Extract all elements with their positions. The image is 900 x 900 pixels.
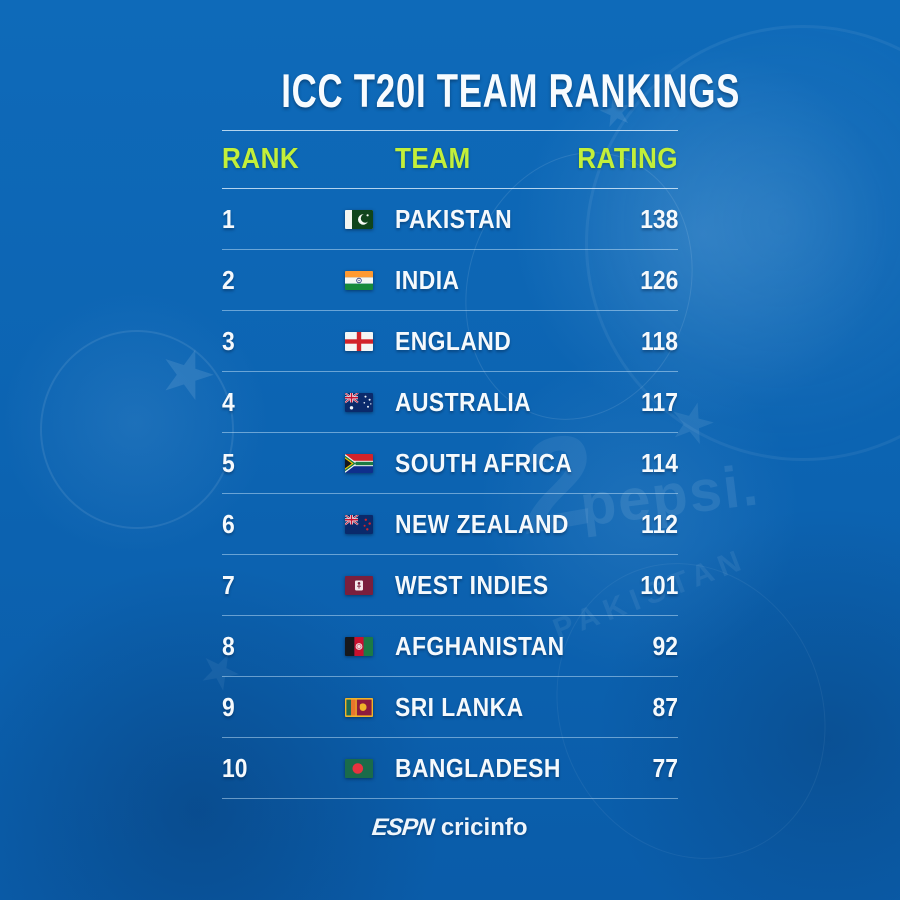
team-name: PAKISTAN <box>395 203 513 234</box>
rating-value: 87 <box>652 691 678 722</box>
rank-cell: 7 <box>222 569 235 600</box>
column-header-team: TEAM <box>395 143 471 175</box>
helmet-silhouette-left-icon <box>40 330 234 529</box>
team-name: AFGHANISTAN <box>395 630 565 661</box>
team-name: ENGLAND <box>395 325 512 356</box>
rank-cell: 6 <box>222 508 235 539</box>
table-row: 4 AUSTRALIA 117 <box>222 372 678 433</box>
table-row: 7 WEST INDIES 101 <box>222 555 678 616</box>
rating-value: 126 <box>639 264 678 295</box>
table-row: 2 INDIA 126 <box>222 250 678 311</box>
table-row: 9 SRI LANKA 87 <box>222 677 678 738</box>
table-row: 6 NEW ZEALAND 112 <box>222 494 678 555</box>
table-body: 1 PAKISTAN 138 2 INDIA 126 3 ENGLAND 118… <box>222 189 678 799</box>
rating-value: 114 <box>641 447 678 478</box>
rankings-panel: ICC T20I TEAM RANKINGS RANK TEAM RATING … <box>222 52 741 799</box>
west-indies-flag-icon <box>345 575 373 595</box>
team-name: NEW ZEALAND <box>395 508 569 539</box>
rank-cell: 5 <box>222 447 235 478</box>
star-icon: ★ <box>148 328 228 418</box>
rating-value: 101 <box>639 569 678 600</box>
table-row: 1 PAKISTAN 138 <box>222 189 678 250</box>
rating-value: 112 <box>641 508 678 539</box>
table-row: 8 AFGHANISTAN 92 <box>222 616 678 677</box>
sri-lanka-flag-icon <box>345 697 373 717</box>
australia-flag-icon <box>345 392 373 412</box>
rank-cell: 8 <box>222 630 235 661</box>
pakistan-flag-icon <box>345 209 373 229</box>
table-row: 10 BANGLADESH 77 <box>222 738 678 799</box>
rating-value: 77 <box>652 752 678 783</box>
team-name: INDIA <box>395 264 460 295</box>
afghanistan-flag-icon <box>345 636 373 656</box>
table-row: 5 SOUTH AFRICA 114 <box>222 433 678 494</box>
new-zealand-flag-icon <box>345 514 373 534</box>
team-name: WEST INDIES <box>395 569 549 600</box>
rank-cell: 9 <box>222 691 235 722</box>
page-title: ICC T20I TEAM RANKINGS <box>281 64 741 117</box>
rating-value: 117 <box>641 386 678 417</box>
rank-cell: 1 <box>222 203 235 234</box>
india-flag-icon <box>345 270 373 290</box>
bangladesh-flag-icon <box>345 758 373 778</box>
rating-value: 92 <box>652 630 678 661</box>
rating-value: 138 <box>639 203 678 234</box>
south-africa-flag-icon <box>345 453 373 473</box>
brand-footer: ESPN cricinfo <box>0 810 900 846</box>
rank-cell: 2 <box>222 264 235 295</box>
espn-logo: ESPN <box>371 814 436 841</box>
cricinfo-logo: cricinfo <box>440 814 528 841</box>
team-name: SRI LANKA <box>395 691 524 722</box>
rating-value: 118 <box>641 325 678 356</box>
table-header-row: RANK TEAM RATING <box>222 130 678 189</box>
team-name: AUSTRALIA <box>395 386 532 417</box>
england-flag-icon <box>345 331 373 351</box>
team-name: SOUTH AFRICA <box>395 447 573 478</box>
column-header-rating: RATING <box>577 143 678 175</box>
rank-cell: 3 <box>222 325 235 356</box>
rank-cell: 4 <box>222 386 235 417</box>
table-row: 3 ENGLAND 118 <box>222 311 678 372</box>
team-name: BANGLADESH <box>395 752 561 783</box>
column-header-rank: RANK <box>222 143 300 175</box>
rank-cell: 10 <box>222 752 248 783</box>
